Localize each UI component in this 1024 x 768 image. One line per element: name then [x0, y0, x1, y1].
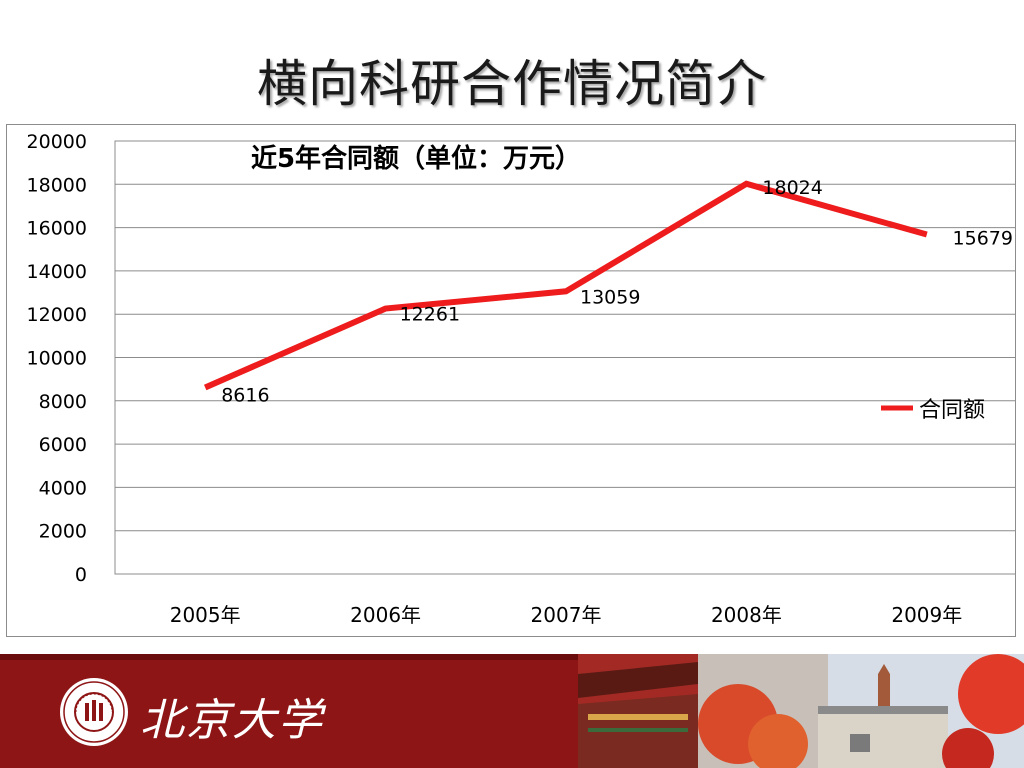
series-line-合同额: [203, 180, 928, 391]
y-tick-label: 6000: [39, 434, 87, 456]
x-tick-label: 2008年: [711, 603, 782, 627]
y-tick-label: 8000: [39, 391, 87, 413]
campus-photo: [578, 654, 1024, 768]
line-chart: 0 2000 4000 6000 8000 10000 12000 14000 16000 180…: [27, 131, 1015, 627]
x-tick-label: 2009年: [891, 603, 962, 627]
footer-banner: 北京大学: [0, 654, 1024, 768]
slide-title: 横向科研合作情况简介: [257, 55, 767, 113]
y-tick-label: 18000: [27, 174, 87, 196]
grid-lines: [115, 140, 1015, 575]
y-tick-label: 12000: [27, 304, 87, 326]
data-label: 13059: [580, 286, 640, 308]
x-tick-label: 2006年: [350, 603, 421, 627]
y-tick-label: 10000: [27, 348, 87, 370]
data-label: 15679: [953, 228, 1013, 250]
y-tick-label: 20000: [27, 131, 87, 153]
x-tick-label: 2005年: [170, 603, 241, 627]
plot-area-border: [114, 140, 1015, 575]
x-tick-label: 2007年: [531, 603, 602, 627]
university-logo-text: 北京大学: [140, 695, 324, 746]
footer-strip: [0, 654, 1024, 660]
data-label: 8616: [221, 384, 269, 406]
chart-title: 近5年合同额（单位：万元）: [251, 143, 581, 174]
y-tick-label: 14000: [27, 261, 87, 283]
x-axis-ticks: 2005年 2006年 2007年 2008年 2009年: [170, 603, 963, 627]
legend-label-合同额: 合同额: [919, 398, 985, 423]
university-seal-icon: [60, 678, 128, 746]
y-tick-label: 16000: [27, 218, 87, 240]
y-tick-label: 0: [75, 564, 87, 586]
data-labels: 8616 12261 13059 18024 15679: [221, 177, 1013, 407]
chart-frame: 0 2000 4000 6000 8000 10000 12000 14000 16000 180…: [6, 124, 1016, 637]
legend: 合同额: [881, 398, 985, 423]
y-tick-label: 4000: [39, 477, 87, 499]
data-label: 18024: [762, 177, 822, 199]
y-axis-ticks: 0 2000 4000 6000 8000 10000 12000 14000 16000 180…: [27, 131, 87, 586]
y-tick-label: 2000: [39, 521, 87, 543]
data-label: 12261: [400, 304, 460, 326]
